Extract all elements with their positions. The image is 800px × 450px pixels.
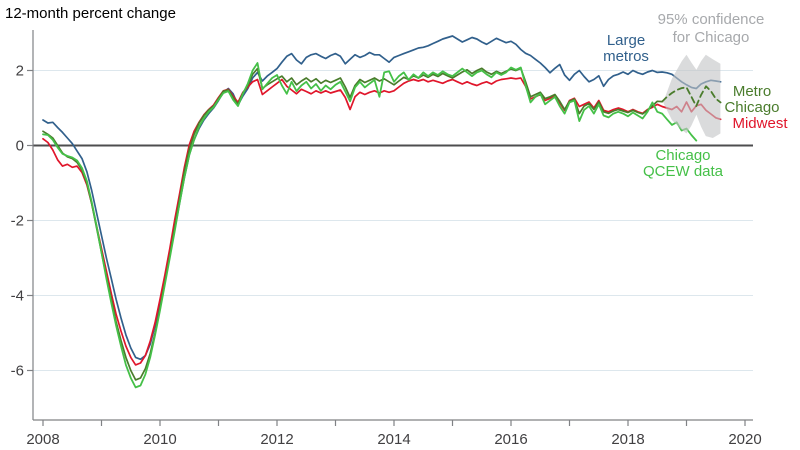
x-tick-label: 2010 (143, 431, 176, 448)
series-metro-chicago (42, 67, 663, 381)
annotation-chicago-qcew: Chicago QCEW data (634, 148, 732, 180)
annotation-confidence-line2: for Chicago (672, 29, 750, 46)
annotation-confidence-band: 95% confidence for Chicago (640, 11, 782, 47)
annotation-qcew-line1: Chicago (655, 147, 711, 164)
annotation-midwest-line1: Midwest (732, 115, 788, 132)
x-tick-label: 2016 (494, 431, 527, 448)
annotation-confidence-line1: 95% confidence (657, 11, 765, 28)
annotation-large-metros-line2: metros (603, 48, 649, 65)
x-tick-label: 2020 (728, 431, 761, 448)
annotation-metro-chicago: Metro Chicago (710, 84, 794, 116)
series-metro-chicago-projection (661, 85, 722, 107)
annotation-large-metros: Large metros (592, 33, 660, 65)
series-chicago-qcew-data (42, 62, 698, 389)
annotation-metro-chicago-line1: Metro (732, 83, 772, 100)
y-tick-label: 2 (16, 63, 24, 80)
y-tick-label: -6 (11, 363, 24, 380)
y-tick-label: -2 (11, 213, 24, 230)
annotation-midwest: Midwest (728, 116, 792, 132)
x-tick-label: 2008 (26, 431, 59, 448)
x-tick-label: 2012 (260, 431, 293, 448)
series-midwest (42, 77, 722, 366)
annotation-large-metros-line1: Large (606, 32, 646, 49)
annotation-qcew-line2: QCEW data (642, 163, 724, 180)
x-tick-label: 2014 (377, 431, 410, 448)
y-tick-label: 0 (16, 138, 24, 155)
y-tick-label: -4 (11, 288, 24, 305)
x-tick-label: 2018 (611, 431, 644, 448)
annotation-metro-chicago-line2: Chicago (724, 99, 780, 116)
chart-title: 12-month percent change (5, 5, 176, 22)
